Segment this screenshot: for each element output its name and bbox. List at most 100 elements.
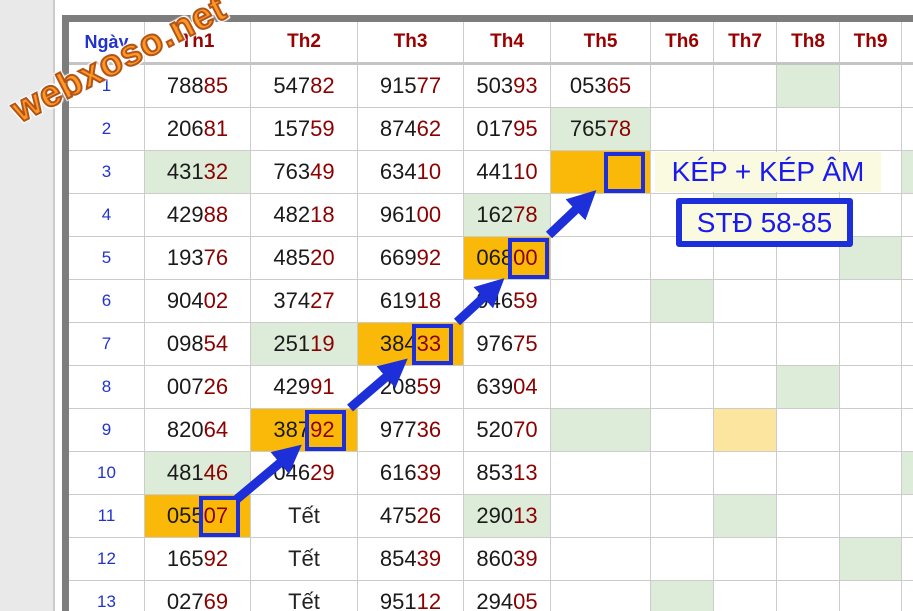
number-head: 961 xyxy=(379,202,417,227)
result-cell: 951 12 xyxy=(358,581,464,611)
highlight-box xyxy=(508,238,549,279)
number-tail: 64 xyxy=(203,417,229,442)
number-head: 098 xyxy=(166,331,204,356)
number-tail: 75 xyxy=(513,331,538,356)
result-cell: 520 70 xyxy=(464,409,551,452)
number-tail: 18 xyxy=(310,202,335,227)
number-tail: 02 xyxy=(203,288,229,313)
result-cell: 634 10 xyxy=(358,151,464,194)
number-tail: 05 xyxy=(513,589,538,611)
result-cell: 503 93 xyxy=(464,65,551,108)
row-number: 1 xyxy=(69,65,145,108)
result-cell: 874 62 xyxy=(358,108,464,151)
header-cell-month: Th8 xyxy=(777,22,840,65)
result-cell xyxy=(777,323,840,366)
number-tail: 59 xyxy=(310,116,335,141)
row-number: 2 xyxy=(69,108,145,151)
result-cell xyxy=(777,280,840,323)
result-cell xyxy=(902,366,913,409)
number-head: 503 xyxy=(476,73,514,98)
row-number: 5 xyxy=(69,237,145,280)
result-cell: 547 82 xyxy=(251,65,358,108)
result-cell xyxy=(651,108,714,151)
result-cell xyxy=(840,280,902,323)
result-cell xyxy=(902,151,913,194)
result-cell: 616 39 xyxy=(358,452,464,495)
result-cell xyxy=(714,280,777,323)
number-tail: 46 xyxy=(203,460,229,485)
result-cell xyxy=(551,452,651,495)
result-cell: 165 92 xyxy=(145,538,251,581)
number-tail: 95 xyxy=(513,116,538,141)
result-cell: 961 00 xyxy=(358,194,464,237)
result-cell: 976 75 xyxy=(464,323,551,366)
row-number: 9 xyxy=(69,409,145,452)
result-cell: 853 13 xyxy=(464,452,551,495)
result-cell xyxy=(651,65,714,108)
number-tail: 26 xyxy=(416,503,442,528)
result-cell: 046 29 xyxy=(251,452,358,495)
header-cell-month: Th5 xyxy=(551,22,651,65)
number-tail: 59 xyxy=(513,288,538,313)
header-cell-month: Th7 xyxy=(714,22,777,65)
result-cell xyxy=(551,538,651,581)
number-head: 520 xyxy=(476,417,514,442)
header-cell-month: Th4 xyxy=(464,22,551,65)
number-head: 854 xyxy=(379,546,417,571)
number-head: 007 xyxy=(166,374,204,399)
result-cell: 251 19 xyxy=(251,323,358,366)
result-cell: 485 20 xyxy=(251,237,358,280)
number-tail: 93 xyxy=(513,73,538,98)
number-tail: 78 xyxy=(513,202,538,227)
result-cell: 055 07 xyxy=(145,495,251,538)
result-cell xyxy=(714,538,777,581)
number-tail: 18 xyxy=(416,288,442,313)
result-cell: 206 81 xyxy=(145,108,251,151)
number-tail: 92 xyxy=(416,245,442,270)
number-head: 874 xyxy=(379,116,417,141)
result-cell xyxy=(902,538,913,581)
number-tail: 20 xyxy=(310,245,335,270)
number-tail: 85 xyxy=(203,73,229,98)
number-tail: 00 xyxy=(416,202,442,227)
result-cell xyxy=(714,452,777,495)
result-cell xyxy=(777,366,840,409)
number-head: 384 xyxy=(379,331,417,356)
number-tail: 12 xyxy=(416,589,442,611)
number-tail: 29 xyxy=(310,460,335,485)
result-cell: 481 46 xyxy=(145,452,251,495)
result-cell xyxy=(551,366,651,409)
number-tail: 04 xyxy=(513,374,538,399)
result-cell xyxy=(651,366,714,409)
result-cell xyxy=(714,323,777,366)
number-tail: 39 xyxy=(416,460,442,485)
number-tail: 27 xyxy=(310,288,335,313)
result-cell xyxy=(551,237,651,280)
results-table: Ngày Th1 Th2 Th3 Th4 Th5 Th6 Th7 Th8 Th9 1 788 85 547… xyxy=(69,22,913,611)
number-tail: 81 xyxy=(203,116,229,141)
result-cell xyxy=(902,452,913,495)
highlight-box xyxy=(604,152,645,193)
result-cell xyxy=(777,495,840,538)
result-cell xyxy=(840,495,902,538)
number-head: 374 xyxy=(273,288,311,313)
result-cell: 441 10 xyxy=(464,151,551,194)
holiday-label: Tết xyxy=(288,589,320,611)
number-head: 853 xyxy=(476,460,514,485)
result-cell xyxy=(551,581,651,611)
result-cell xyxy=(714,495,777,538)
result-cell: 763 49 xyxy=(251,151,358,194)
row-number: 12 xyxy=(69,538,145,581)
number-head: 860 xyxy=(476,546,514,571)
number-tail: 82 xyxy=(310,73,335,98)
result-cell xyxy=(840,366,902,409)
highlight-box xyxy=(198,496,240,537)
number-head: 904 xyxy=(166,288,204,313)
number-head: 441 xyxy=(476,159,514,184)
number-tail: 36 xyxy=(416,417,442,442)
std-annotation-box: STĐ 58-85 xyxy=(676,198,853,247)
number-tail: 26 xyxy=(203,374,229,399)
result-cell xyxy=(840,452,902,495)
page-left-margin xyxy=(0,0,53,611)
result-cell xyxy=(902,65,913,108)
